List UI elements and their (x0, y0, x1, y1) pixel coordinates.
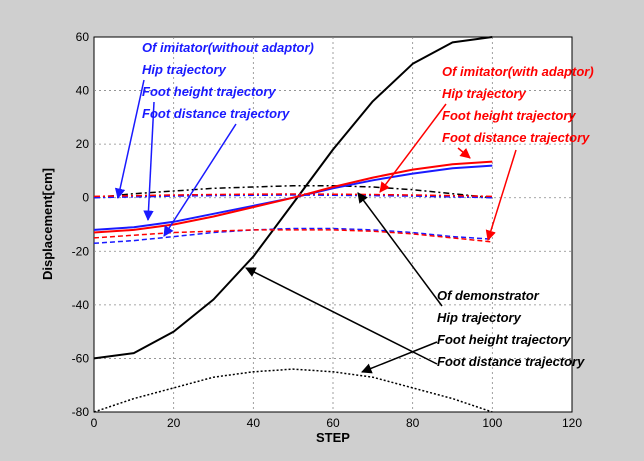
y-tick-label: -60 (72, 351, 90, 365)
annotation-black-hip: Hip trajectory (437, 310, 522, 325)
annotation-black-foot-height: Foot height trajectory (437, 332, 571, 347)
arrow-red-2 (457, 147, 471, 159)
y-axis-label: Displacement[cm] (40, 168, 55, 280)
x-tick-label: 80 (406, 416, 420, 430)
y-tick-label: 0 (82, 191, 89, 205)
arrow-black-3 (361, 341, 438, 374)
x-tick-label: 20 (167, 416, 181, 430)
y-tick-label: 20 (76, 137, 90, 151)
annotation-with-adaptor: Of imitator(with adaptor) Hip trajectory… (442, 64, 594, 145)
arrow-blue-2 (143, 101, 155, 222)
arrows-with-adaptor (379, 103, 517, 242)
series-line-with-adaptor-dashed (93, 229, 493, 243)
y-tick-label: -80 (72, 405, 90, 419)
arrows-without-adaptor (114, 79, 237, 237)
x-tick-label: 120 (562, 416, 582, 430)
annotation-red-hip: Hip trajectory (442, 86, 527, 101)
y-tick-label: -40 (72, 298, 90, 312)
annotation-red-title: Of imitator(with adaptor) (442, 64, 594, 79)
annotation-blue-foot-distance: Foot distance trajectory (142, 106, 290, 121)
annotation-blue-hip: Hip trajectory (142, 62, 227, 77)
annotation-red-foot-height: Foot height trajectory (442, 108, 576, 123)
series-line-demonstrator-dotted (93, 368, 493, 413)
series-line-with-adaptor-dashdot (93, 193, 493, 198)
y-tick-label: -20 (72, 244, 90, 258)
x-tick-label: 0 (91, 416, 98, 430)
series-line-without-adaptor-dashed (93, 227, 493, 245)
series-line-with-adaptor-solid (93, 160, 493, 234)
series-lines (93, 36, 493, 413)
x-tick-label: 40 (247, 416, 261, 430)
y-tick-label: 60 (76, 30, 90, 44)
series-line-demonstrator-solid (93, 36, 493, 360)
series-line-demonstrator-dashdot (93, 184, 493, 199)
arrow-blue-1 (114, 79, 145, 200)
y-tick-label: 40 (76, 84, 90, 98)
x-tick-label: 60 (326, 416, 340, 430)
arrow-red-3 (485, 149, 517, 242)
annotation-red-foot-distance: Foot distance trajectory (442, 130, 590, 145)
arrow-blue-3 (163, 123, 237, 237)
annotation-blue-foot-height: Foot height trajectory (142, 84, 276, 99)
series-line-without-adaptor-dashdot (93, 194, 493, 199)
annotation-black-title: Of demonstrator (437, 288, 540, 303)
arrows-demonstrator (245, 192, 443, 374)
annotation-without-adaptor: Of imitator(without adaptor) Hip traject… (142, 40, 314, 121)
x-axis-label: STEP (316, 430, 350, 445)
x-tick-label: 100 (482, 416, 502, 430)
annotation-blue-title: Of imitator(without adaptor) (142, 40, 314, 55)
annotation-demonstrator: Of demonstrator Hip trajectory Foot heig… (437, 288, 585, 369)
arrow-red-1 (379, 103, 447, 193)
arrow-black-2 (245, 267, 438, 365)
annotation-black-foot-distance: Foot distance trajectory (437, 354, 585, 369)
axis-ticks: 0 20 40 60 80 100 120 60 40 20 0 -20 -40 -60 -80 (72, 30, 583, 430)
arrow-black-1 (357, 192, 443, 307)
